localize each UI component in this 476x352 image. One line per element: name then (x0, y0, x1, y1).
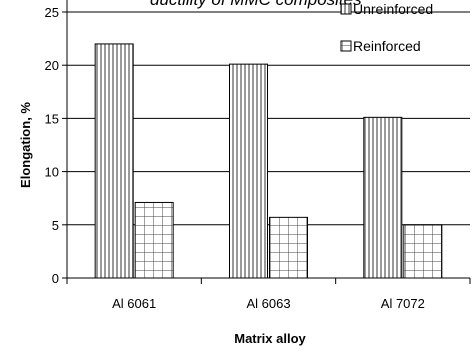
bar-reinforced-1 (269, 216, 308, 279)
bar-unreinforced-1 (229, 63, 268, 279)
bar-reinforced-2 (403, 224, 443, 279)
x-tick-label: Al 7072 (381, 296, 425, 311)
legend: Unreinforced Reinforced (340, 1, 433, 54)
y-tick-label: 20 (45, 58, 59, 73)
bar-reinforced-0 (134, 201, 174, 279)
y-tick-label: 25 (45, 5, 59, 20)
legend-swatch-reinforced (340, 40, 352, 52)
legend-swatch-unreinforced (340, 3, 352, 15)
y-tick-label: 0 (52, 271, 59, 286)
chart-title: ductility of MMC composites (150, 0, 362, 9)
x-tick-labels: Al 6061 Al 6063 Al 7072 (112, 296, 425, 311)
x-axis-title: Matrix alloy (234, 331, 306, 346)
y-tick-labels: 0 5 10 15 20 25 (45, 5, 59, 286)
y-tick-label: 15 (45, 111, 59, 126)
x-tick-label: Al 6063 (246, 296, 290, 311)
axes (62, 0, 471, 284)
legend-label-reinforced: Reinforced (353, 38, 421, 54)
y-tick-label: 5 (52, 218, 59, 233)
x-tick-label: Al 6061 (112, 296, 156, 311)
legend-label-unreinforced: Unreinforced (353, 1, 433, 17)
bar-unreinforced-0 (94, 43, 134, 279)
y-tick-label: 10 (45, 165, 59, 180)
y-axis-title: Elongation, % (18, 102, 33, 188)
gridlines (67, 11, 470, 226)
bar-unreinforced-2 (363, 116, 403, 279)
bars (94, 43, 443, 279)
